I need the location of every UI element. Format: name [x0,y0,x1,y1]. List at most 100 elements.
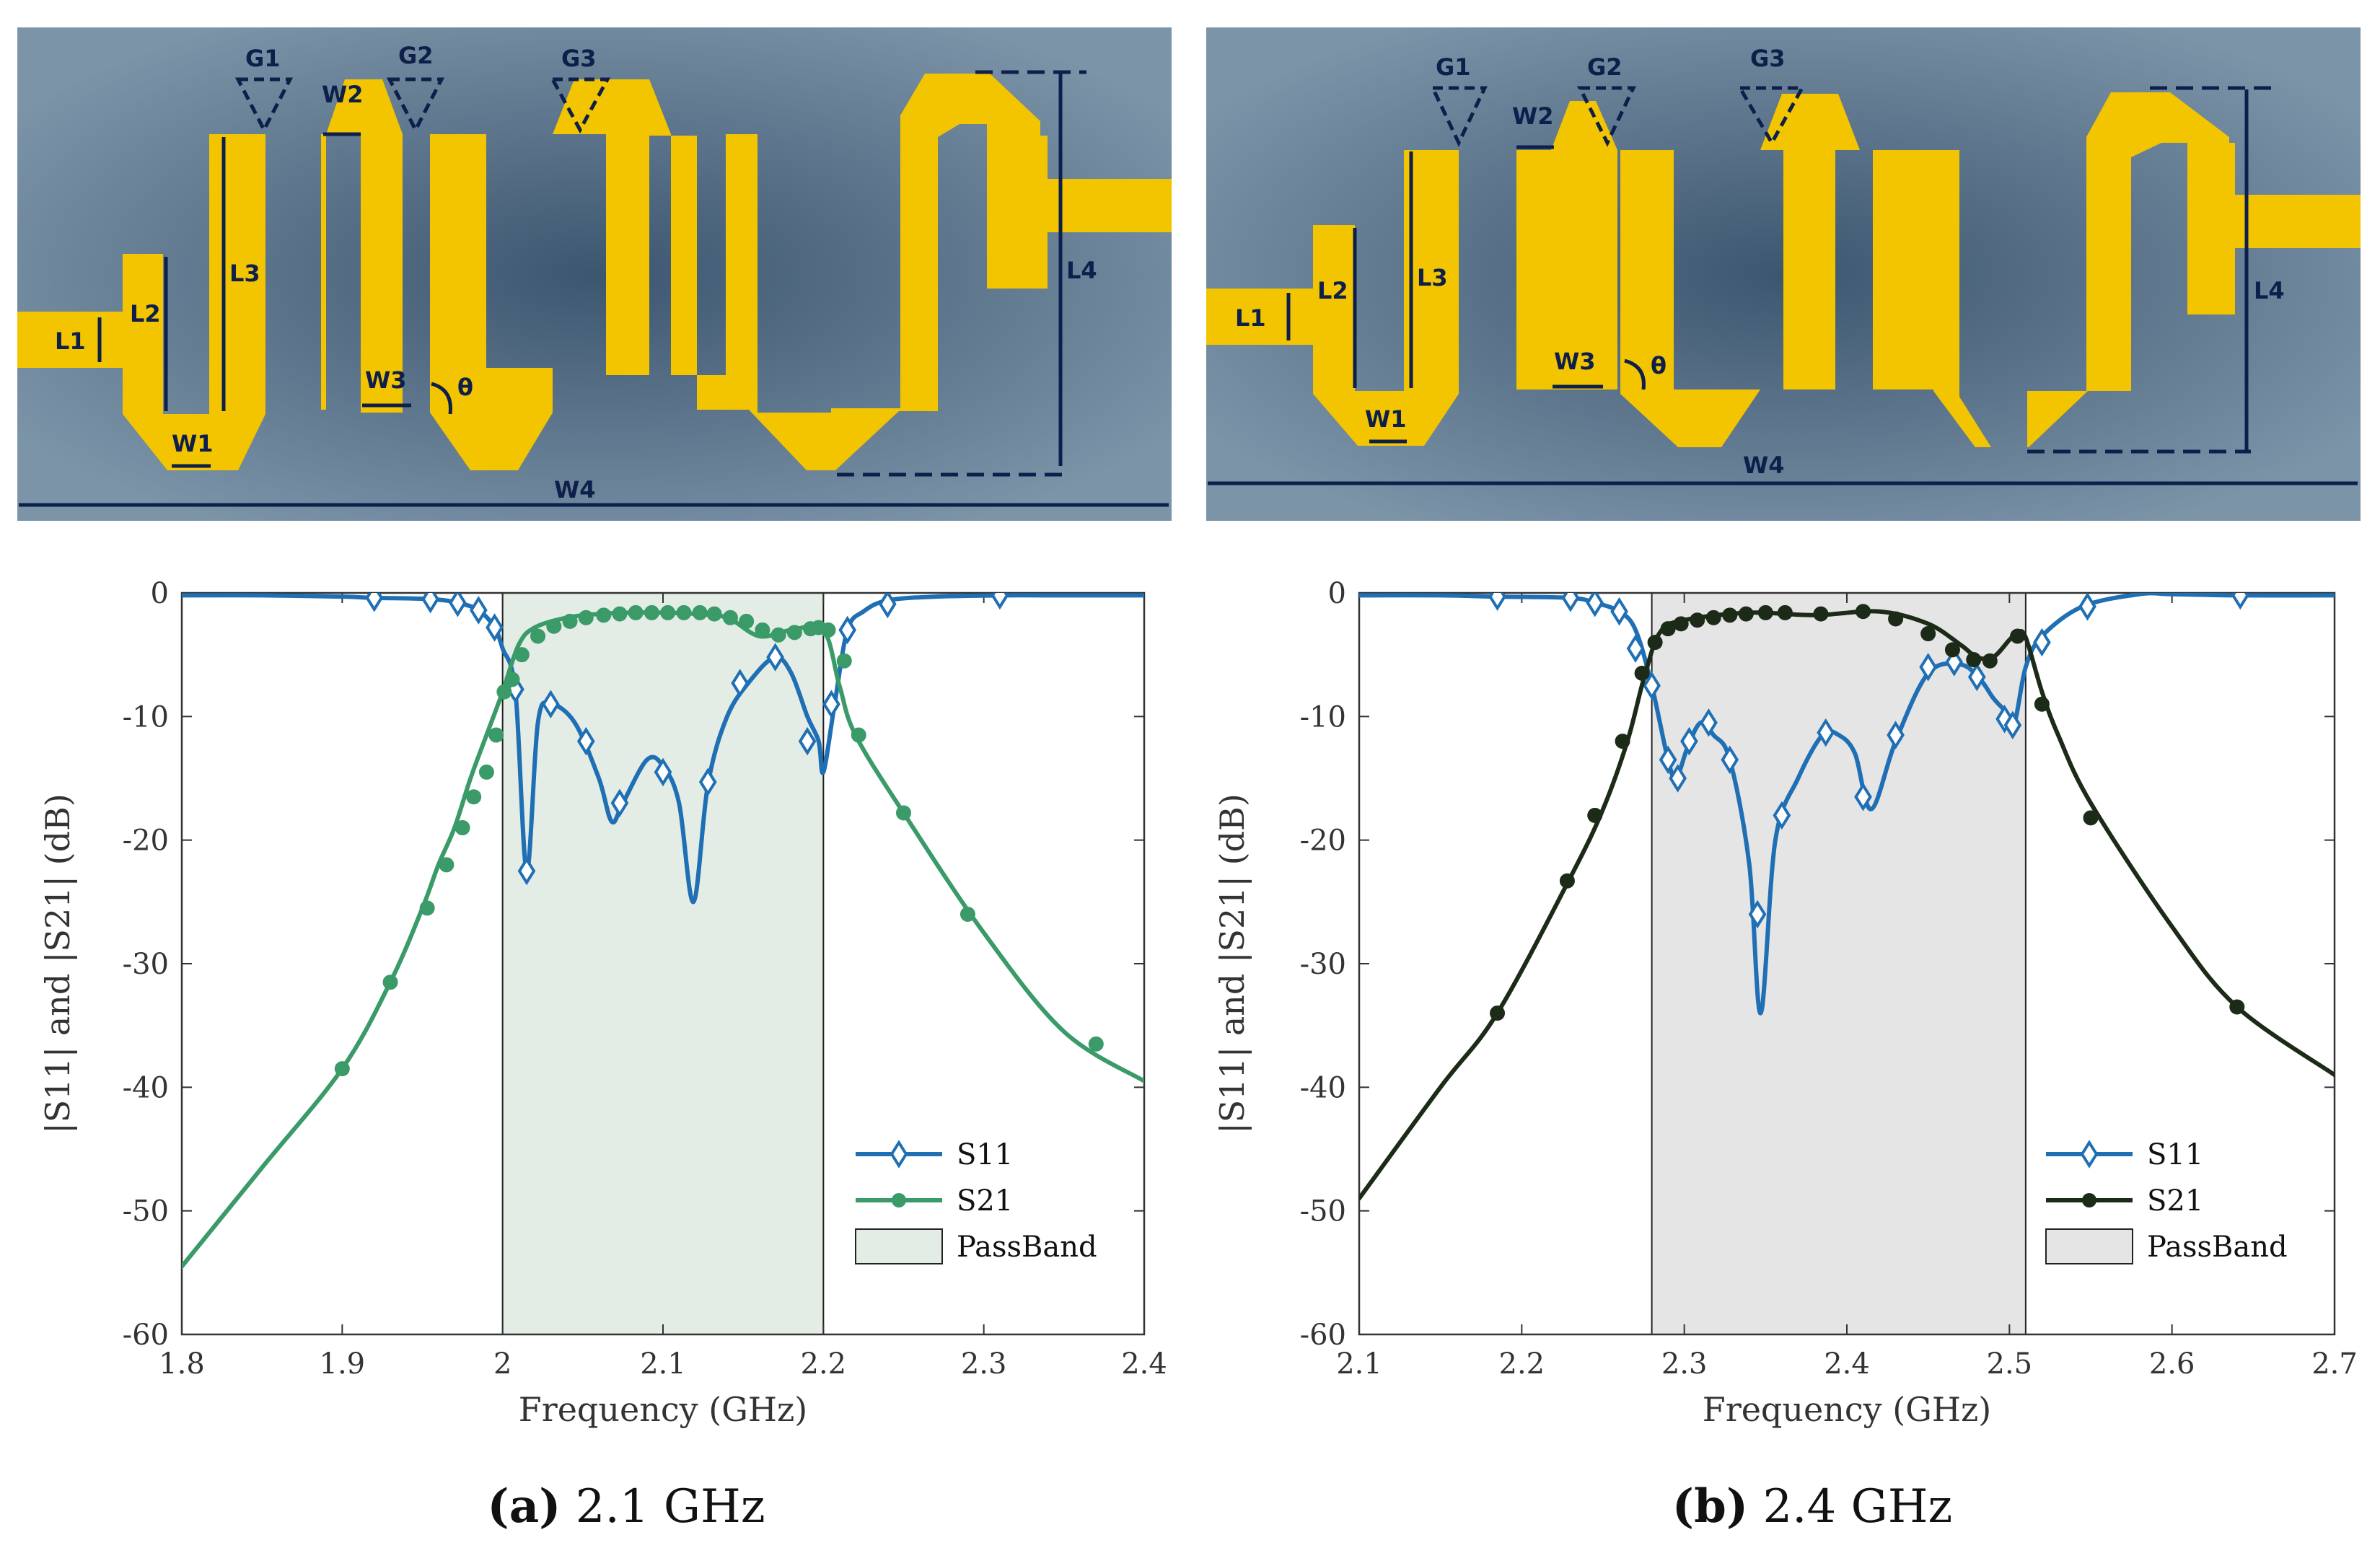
data-point-s21 [2083,810,2099,826]
data-point-s21 [1490,1006,1506,1021]
data-point-s11 [1967,662,1986,692]
data-point-s11 [654,757,672,787]
data-point-s21 [1757,604,1773,620]
x-tick-label: 2.3 [1661,1347,1708,1381]
data-point-s11 [1561,593,1580,612]
x-tick-label: 2.4 [1824,1347,1870,1381]
data-point-s21 [836,653,852,669]
data-point-s21 [896,805,911,821]
x-tick-label: 2 [493,1347,511,1381]
data-point-s21 [1088,1036,1104,1052]
label-l2: L2 [130,300,161,327]
plot-area [182,593,1144,1269]
data-point-s21 [706,606,722,622]
data-point-s21 [419,900,435,916]
caption-b-text: 2.4 GHz [1748,1480,1952,1534]
x-tick-label: 1.9 [320,1347,366,1381]
data-point-s11 [1643,671,1661,700]
data-point-s21 [514,647,530,663]
data-point-s11 [1887,721,1905,749]
caption-a-letter: (a) [487,1479,561,1534]
data-point-s21 [334,1061,350,1077]
data-point-s11 [576,726,595,756]
label-g1: G1 [245,45,281,72]
label-theta: θ [1651,352,1667,379]
legend: S11 S21 PassBand [2045,1138,2288,1264]
data-point-s11 [469,596,488,625]
data-point-s11 [2078,593,2096,621]
data-point-s11 [1488,593,1506,611]
data-point-s11 [798,726,817,756]
data-point-s21 [692,604,708,620]
data-point-s21 [1647,635,1663,651]
data-point-s21 [382,975,398,990]
data-point-s11 [1748,899,1767,929]
x-tick-label: 2.3 [961,1347,1007,1381]
data-point-s11 [731,669,750,698]
x-tick-label: 2.5 [1987,1347,2033,1381]
plot-area [1359,593,2335,1201]
data-point-s21 [1966,652,1982,668]
data-point-s11 [1721,745,1739,775]
y-tick-label: -20 [1300,824,1346,858]
label-w3: W3 [1554,348,1596,375]
data-point-s21 [739,613,755,629]
x-axis-label: Frequency (GHz) [1703,1390,1991,1429]
data-point-s11 [449,593,467,617]
x-tick-label: 2.1 [1336,1347,1382,1381]
data-point-s11 [421,593,439,614]
data-point-s21 [770,627,786,643]
data-point-s21 [1944,642,1960,658]
x-tick-label: 2.1 [640,1347,686,1381]
y-tick-label: -50 [1300,1195,1346,1228]
label-theta: θ [457,374,473,401]
data-point-s21 [478,764,494,780]
data-point-s21 [1673,616,1689,632]
label-l3: L3 [1417,264,1448,291]
data-point-s21 [2229,999,2245,1015]
x-axis-label: Frequency (GHz) [519,1390,807,1429]
data-point-s21 [1722,607,1738,623]
layout-panel-a: L1 L2 L3 L4 W1 W2 W3 W4 G1 G2 G3 θ [17,27,1172,521]
y-tick-label: -60 [123,1319,169,1352]
data-point-s21 [1777,604,1793,620]
data-point-s21 [596,607,612,623]
label-w1: W1 [172,430,214,457]
data-point-s11 [2231,593,2249,610]
dimension-annotations [1208,86,2358,485]
caption-b: (b) 2.4 GHz [1672,1479,1952,1534]
legend-s21-label: S21 [2147,1184,2203,1218]
legend-s11-marker [890,1140,908,1169]
layout-panel-b: L1 L2 L3 L4 W1 W2 W3 W4 G1 G2 G3 θ [1206,27,2361,521]
data-point-s11 [486,613,504,642]
label-g3: G3 [561,45,597,72]
data-point-s21 [2010,628,2026,644]
data-point-s11 [365,593,384,612]
passband-region [1651,592,2026,1335]
y-tick-label: 0 [151,577,169,610]
data-point-s11 [1586,593,1604,617]
label-w4: W4 [554,476,596,503]
data-point-s21 [455,820,470,836]
data-point-s21 [1920,626,1936,642]
data-point-s21 [439,857,455,873]
data-point-s11 [1700,708,1718,737]
legend: S11 S21 PassBand [855,1138,1097,1264]
data-point-s21 [1705,610,1721,625]
x-tick-label: 2.4 [1121,1347,1167,1381]
caption-b-letter: (b) [1672,1479,1748,1534]
x-tick-label: 2.2 [1499,1347,1545,1381]
label-l1: L1 [1235,304,1266,332]
legend-passband-swatch [855,1228,943,1264]
data-point-s21 [1982,653,1998,669]
y-tick-label: -40 [123,1071,169,1104]
series-line-s11 [1359,593,2335,1016]
label-w2: W2 [322,81,364,108]
caption-a-text: 2.1 GHz [561,1480,765,1534]
data-point-s21 [786,625,802,641]
microstrip-filter [1206,92,2361,447]
data-point-s21 [755,622,770,638]
y-tick-label: -40 [1300,1071,1346,1104]
label-w3: W3 [365,366,407,394]
data-point-s11 [1626,634,1645,663]
